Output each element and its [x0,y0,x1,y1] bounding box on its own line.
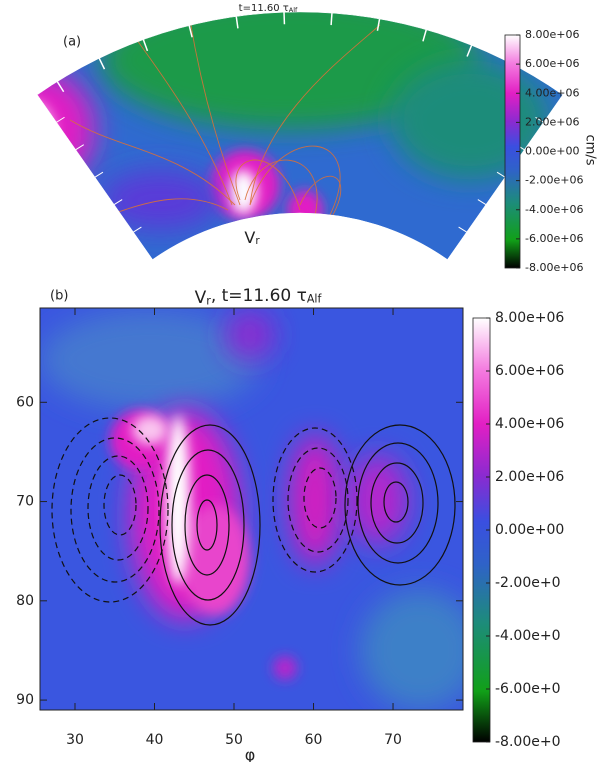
colorbar-tick-label: -8.00e+0 [495,734,560,750]
colorbar-tick-label: 2.00e+06 [525,115,579,128]
edge-tick [75,144,84,151]
colorbar-tick-label: 6.00e+06 [525,57,579,70]
colorbar-tick-label: 4.00e+06 [495,416,564,432]
plot-frame [39,307,464,711]
edge-tick [133,226,142,233]
panel-title: t=11.60 τAlf [239,3,298,14]
edge-tick [235,16,239,29]
colorbar-tick-label: -8.00e+06 [525,261,583,274]
edge-tick [458,226,467,233]
y-tick-label: 90 [16,692,34,708]
title-part: r [206,294,211,307]
title-part: V [244,228,255,247]
panel-title: Vr, t=11.60 τAlf [195,286,323,308]
x-tick-label: 40 [146,732,164,748]
panel-label: (a) [63,35,81,50]
colorbar-tick-label: 2.00e+06 [495,469,564,485]
edge-tick [113,199,123,206]
y-tick-label: 70 [16,494,34,510]
x-tick-label: 30 [66,732,84,748]
y-tick-label: 60 [16,394,34,410]
colorbar-tick-label: -2.00e+06 [525,174,583,187]
edge-tick [477,199,487,206]
title-part: V [195,288,207,308]
edge-tick [94,171,104,178]
title-part: Alf [289,6,298,14]
edge-tick [466,45,473,57]
edge-tick [376,18,381,31]
edge-tick [422,29,427,42]
y-tick-label: 80 [16,593,34,609]
edge-tick [98,58,106,70]
wedge-outline [36,11,564,260]
panel-label: (b) [50,289,68,304]
colorbar-label: cm/s [583,135,598,166]
edge-tick [188,25,193,38]
colorbar-tick-label: -6.00e+0 [495,681,560,697]
title-part: , t=11.60 τ [211,286,307,306]
colorbar-tick-label: -4.00e+06 [525,203,583,216]
field-label: Vr [244,228,260,248]
colorbar-tick-label: 0.00e+00 [495,522,564,538]
colorbar-tick-label: 0.00e+00 [525,145,579,158]
x-axis-label: φ [245,746,256,762]
title-part: t=11.60 τ [239,3,289,14]
x-tick-label: 50 [225,732,243,748]
colorbar-tick-label: 8.00e+06 [525,28,579,41]
heatmap-field [40,308,463,710]
colorbar-tick-label: -2.00e+0 [495,575,560,591]
x-tick-label: 60 [305,732,323,748]
colorbar-tick-label: -6.00e+06 [525,232,583,245]
edge-tick [496,171,506,178]
colorbar-tick-label: -4.00e+0 [495,628,560,644]
colorbar-tick-label: 4.00e+06 [525,86,579,99]
edge-tick [535,116,544,123]
title-part: Alf [307,293,323,306]
colorbar-tick-label: 8.00e+06 [495,310,564,326]
edge-tick [330,13,333,26]
contours [51,417,456,626]
colorbar-tick-label: 6.00e+06 [495,363,564,379]
title-part: r [255,235,260,247]
x-tick-label: 70 [384,732,402,748]
edge-tick [142,39,149,52]
edge-tick [56,116,65,123]
edge-tick [56,81,65,93]
